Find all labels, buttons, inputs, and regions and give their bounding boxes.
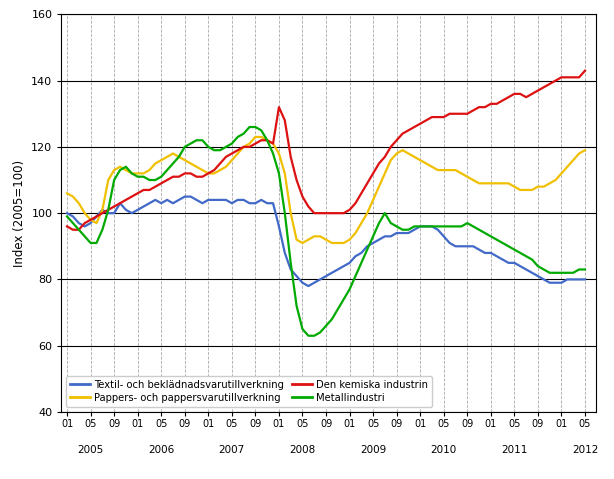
Text: 2010: 2010: [430, 445, 457, 455]
Metallindustri: [63, 214, 71, 219]
Den kemiska industrin: [175, 174, 182, 180]
Metallindustri: [270, 150, 277, 156]
Pappers- och pappersvarutillverkning: [63, 191, 71, 196]
Pappers- och pappersvarutillverkning: [340, 240, 348, 246]
Metallindustri: [128, 171, 136, 176]
Den kemiska industrin: [528, 91, 535, 97]
Pappers- och pappersvarutillverkning: [534, 184, 542, 190]
Pappers- och pappersvarutillverkning: [116, 164, 123, 170]
Text: 2006: 2006: [148, 445, 174, 455]
Textil- och beklädnadsvarutillverkning: [63, 210, 71, 216]
Den kemiska industrin: [63, 224, 71, 229]
Legend: Textil- och beklädnadsvarutillverkning, Pappers- och pappersvarutillverkning, De: Textil- och beklädnadsvarutillverkning, …: [66, 376, 432, 407]
Text: 2009: 2009: [360, 445, 386, 455]
Den kemiska industrin: [134, 191, 141, 196]
Line: Pappers- och pappersvarutillverkning: Pappers- och pappersvarutillverkning: [67, 137, 585, 243]
Den kemiska industrin: [334, 210, 341, 216]
Metallindustri: [340, 297, 348, 302]
Pappers- och pappersvarutillverkning: [169, 150, 177, 156]
Metallindustri: [116, 167, 123, 173]
Textil- och beklädnadsvarutillverkning: [116, 200, 123, 206]
Den kemiska industrin: [581, 68, 589, 74]
Pappers- och pappersvarutillverkning: [252, 134, 259, 140]
Y-axis label: Index (2005=100): Index (2005=100): [13, 160, 26, 267]
Pappers- och pappersvarutillverkning: [299, 240, 306, 246]
Pappers- och pappersvarutillverkning: [270, 141, 277, 147]
Textil- och beklädnadsvarutillverkning: [169, 200, 177, 206]
Text: 2007: 2007: [219, 445, 245, 455]
Text: 2005: 2005: [77, 445, 104, 455]
Textil- och beklädnadsvarutillverkning: [128, 210, 136, 216]
Textil- och beklädnadsvarutillverkning: [534, 273, 542, 279]
Metallindustri: [534, 263, 542, 269]
Textil- och beklädnadsvarutillverkning: [181, 194, 188, 199]
Line: Textil- och beklädnadsvarutillverkning: Textil- och beklädnadsvarutillverkning: [67, 196, 585, 286]
Metallindustri: [246, 124, 253, 130]
Textil- och beklädnadsvarutillverkning: [270, 200, 277, 206]
Textil- och beklädnadsvarutillverkning: [305, 283, 312, 289]
Metallindustri: [305, 333, 312, 339]
Den kemiska industrin: [122, 197, 130, 203]
Den kemiska industrin: [270, 141, 277, 147]
Text: 2012: 2012: [572, 445, 598, 455]
Textil- och beklädnadsvarutillverkning: [340, 263, 348, 269]
Line: Metallindustri: Metallindustri: [67, 127, 585, 336]
Metallindustri: [581, 267, 589, 273]
Pappers- och pappersvarutillverkning: [581, 148, 589, 153]
Line: Den kemiska industrin: Den kemiska industrin: [67, 71, 585, 230]
Metallindustri: [169, 160, 177, 166]
Pappers- och pappersvarutillverkning: [128, 171, 136, 176]
Textil- och beklädnadsvarutillverkning: [581, 276, 589, 282]
Text: 2011: 2011: [501, 445, 527, 455]
Den kemiska industrin: [69, 227, 77, 233]
Text: 2008: 2008: [289, 445, 316, 455]
